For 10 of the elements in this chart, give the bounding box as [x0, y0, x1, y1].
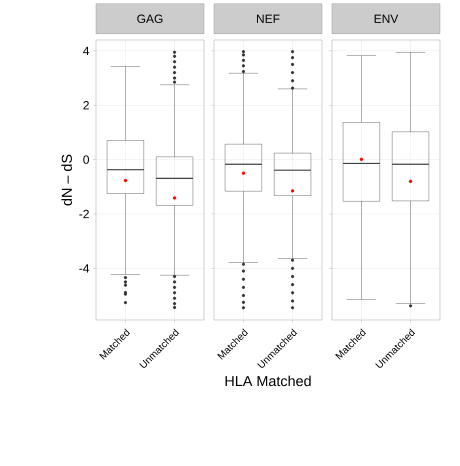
x-axis-title: HLA Matched: [226, 376, 311, 386]
y-tick-label: 2: [83, 101, 89, 110]
y-tick-label: -2: [79, 210, 89, 218]
chart-title: ENV: [374, 14, 398, 23]
y-tick-label: -4: [79, 264, 90, 272]
chart-title: GAG: [137, 14, 162, 24]
chart-title: NEF: [256, 14, 280, 23]
y-tick-label: 0: [83, 155, 89, 164]
y-axis-title: dN – dS: [61, 154, 72, 206]
y-tick-label: 4: [83, 46, 90, 55]
